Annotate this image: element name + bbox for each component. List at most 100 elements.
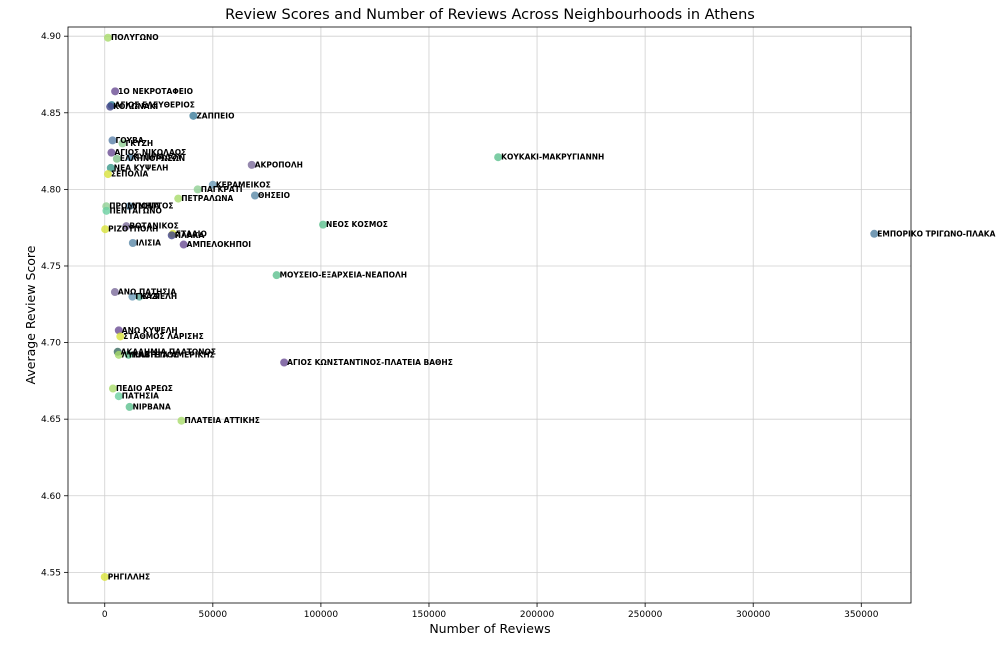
scatter-point <box>106 102 115 111</box>
point-label: ΠΕΔΙΟ ΑΡΕΩΣ <box>116 384 173 393</box>
scatter-point <box>174 194 183 203</box>
x-tick-label: 50000 <box>199 610 228 620</box>
point-label: ΘΗΣΕΙΟ <box>258 191 290 200</box>
scatter-point <box>100 572 109 581</box>
x-tick-label: 150000 <box>412 610 447 620</box>
point-label: ΝΙΡΒΑΝΑ <box>133 402 171 411</box>
point-label: ΓΚΑΖΙ <box>135 292 160 301</box>
point-label: ΑΜΠΕΛΟΚΗΠΟΙ <box>187 240 252 249</box>
plot-frame <box>67 26 912 604</box>
scatter-point <box>128 292 137 301</box>
point-label: ΒΟΤΑΝΙΚΟΣ <box>129 222 178 231</box>
point-label: ΝΕΟΣ ΚΟΣΜΟΣ <box>326 220 388 229</box>
scatter-point <box>112 154 121 163</box>
scatter-point <box>110 288 119 297</box>
point-label: ΡΗΓΙΛΛΗΣ <box>108 572 150 581</box>
point-label: ΑΓΙΟΣ ΝΙΚΟΛΑΟΣ <box>114 148 186 157</box>
scatter-point <box>179 240 188 249</box>
scatter-point <box>126 153 135 162</box>
scatter-point <box>189 111 198 120</box>
scatter-point <box>114 326 123 335</box>
point-label: ΚΟΛΩΝΑΚΙ <box>113 102 158 111</box>
scatter-point <box>208 180 217 189</box>
scatter-point <box>116 332 125 341</box>
scatter-point <box>101 225 110 234</box>
ticks-layer: 0 50000 100000 150000 200000 250000 300000 3500… <box>41 32 879 620</box>
scatter-point <box>167 231 176 240</box>
point-label: ΣΤΑΔΙΟ <box>176 229 207 238</box>
scatter-point <box>107 148 116 157</box>
scatter-point <box>103 170 112 179</box>
scatter-point <box>870 229 879 238</box>
point-label: ΠΛΑΤΕΙΑ ΑΜΕΡΙΚΗΣ <box>132 350 215 359</box>
point-label: ΑΓΙΟΣ ΚΩΝΣΤΑΝΤΙΝΟΣ-ΠΛΑΤΕΙΑ ΒΑΘΗΣ <box>287 358 453 367</box>
point-label: ΙΛΙΣΙΑ <box>136 239 161 248</box>
point-label: ΑΚΡΟΠΟΛΗ <box>255 160 303 169</box>
point-label: ΚΟΥΚΑΚΙ-ΜΑΚΡΥΓΙΑΝΝΗ <box>501 153 604 162</box>
point-label: ΚΕΡΑΜΕΙΚΟΣ <box>216 180 271 189</box>
scatter-point <box>111 87 120 96</box>
point-label: ΚΥΨΕΛΗ <box>142 292 177 301</box>
scatter-point <box>108 384 117 393</box>
y-tick-label: 4.75 <box>41 262 61 272</box>
point-label: ΥΜΗΤΤΟΣ <box>132 202 174 211</box>
x-tick-label: 250000 <box>628 610 663 620</box>
point-label: ΕΛΛΗΝΟΡΩΣΩΝ <box>120 154 185 163</box>
x-tick-label: 0 <box>102 610 108 620</box>
scatter-point <box>247 160 256 169</box>
x-tick-label: 100000 <box>304 610 339 620</box>
y-tick-label: 4.80 <box>41 185 61 195</box>
grid-layer <box>68 27 911 603</box>
point-label: ΠΕΤΡΑΛΩΝΑ <box>181 194 233 203</box>
scatter-point <box>108 136 117 145</box>
scatter-point <box>122 222 131 231</box>
scatter-point <box>250 191 259 200</box>
point-label: ΠΛΑΤΕΙΑ ΑΤΤΙΚΗΣ <box>184 416 259 425</box>
point-label: ΛΥΚΑΒΗΤΤΟΣ <box>122 350 179 359</box>
point-label: ΠΑΓΚΡΑΤΙ <box>201 185 243 194</box>
point-label: ΚΥΠΡΙΑΔΟΥ <box>133 153 183 162</box>
scatter-point <box>135 292 144 301</box>
point-label: ΣΤΑΘΜΟΣ ΛΑΡΙΣΗΣ <box>123 332 203 341</box>
scatter-point <box>280 358 289 367</box>
scatter-point <box>125 202 134 211</box>
scatter-point <box>102 206 111 215</box>
scatter-point <box>272 271 281 280</box>
scatter-point <box>125 402 134 411</box>
point-label: ΕΜΠΟΡΙΚΟ ΤΡΙΓΩΝΟ-ΠΛΑΚΑ <box>877 229 995 238</box>
y-tick-label: 4.70 <box>41 339 61 349</box>
scatter-point <box>106 163 115 172</box>
point-label: ΠΑΤΗΣΙΑ <box>122 392 159 401</box>
point-label: ΓΟΥΒΑ <box>116 136 144 145</box>
scatter-point <box>118 139 127 148</box>
scatter-point <box>319 220 328 229</box>
chart-title: Review Scores and Number of Reviews Acro… <box>225 7 755 23</box>
point-label: ΝΕΑ ΚΥΨΕΛΗ <box>114 163 169 172</box>
y-tick-label: 4.90 <box>41 32 61 42</box>
point-label: ΑΝΩ ΚΥΨΕΛΗ <box>122 326 178 335</box>
scatter-point <box>177 416 186 425</box>
x-tick-label: 350000 <box>844 610 879 620</box>
scatter-point <box>114 392 123 401</box>
scatter-point <box>494 153 503 162</box>
y-axis-label: Average Review Score <box>23 245 38 384</box>
points-layer <box>100 33 879 581</box>
y-tick-label: 4.85 <box>41 109 61 119</box>
point-label: ΠΛΑΚΑ <box>175 231 205 240</box>
y-tick-label: 4.65 <box>41 415 61 425</box>
point-label: ΑΝΩ ΠΑΤΗΣΙΑ <box>118 288 176 297</box>
point-label: ΣΕΠΟΛΙΑ <box>111 170 148 179</box>
x-axis-label: Number of Reviews <box>429 621 550 636</box>
point-label: ΜΟΥΣΕΙΟ-ΕΞΑΡΧΕΙΑ-ΝΕΑΠΟΛΗ <box>280 271 408 280</box>
point-label: ΑΓΙΟΣ ΕΛΕΥΘΕΡΙΟΣ <box>115 101 195 110</box>
point-label: 1Ο ΝΕΚΡΟΤΑΦΕΙΟ <box>118 87 193 96</box>
y-tick-label: 4.55 <box>41 568 61 578</box>
point-label: ΡΙΖΟΥΠΟΛΗ <box>108 225 158 234</box>
x-tick-label: 300000 <box>736 610 771 620</box>
scatter-point <box>124 350 133 359</box>
point-label: ΓΚΥΖΗ <box>125 139 153 148</box>
point-label: ΑΚΑΔΗΜΙΑ ΠΛΑΤΩΝΟΣ <box>121 347 216 356</box>
point-label: ΠΡΟΜΠΟΝΑ <box>109 202 160 211</box>
